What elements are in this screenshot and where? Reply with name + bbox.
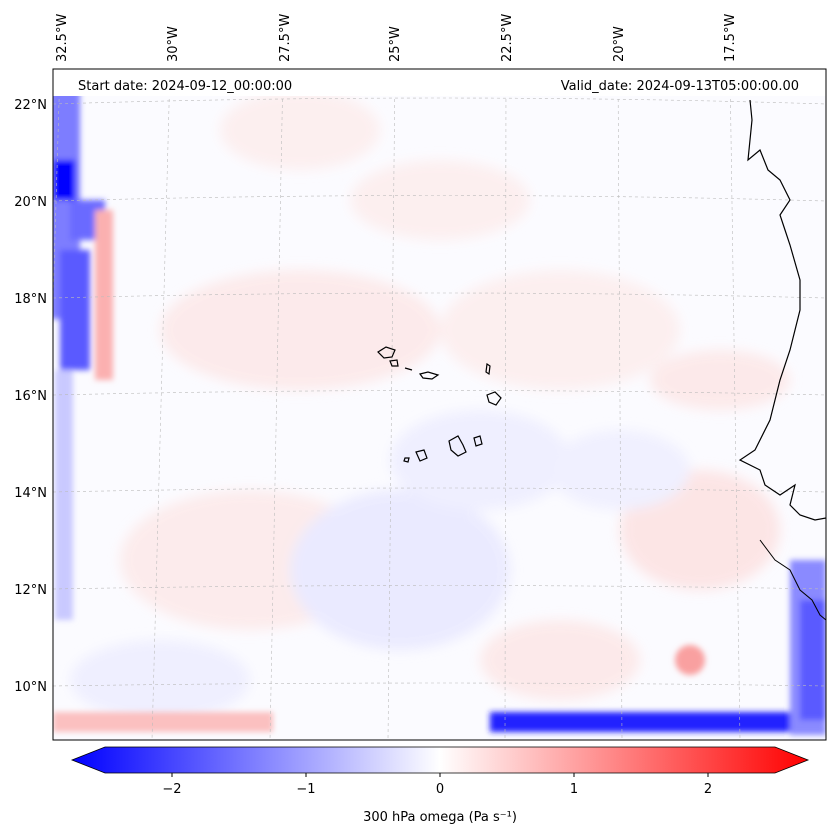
- lon-label: 30°W: [166, 26, 181, 62]
- lon-label: 25°W: [388, 26, 403, 62]
- omega-field: [53, 69, 826, 740]
- colorbar-tick-label: 0: [436, 782, 444, 797]
- lon-label: 20°W: [612, 26, 627, 62]
- lon-label: 32.5°W: [55, 14, 70, 62]
- lat-label: 18°N: [14, 292, 47, 307]
- lon-label: 27.5°W: [278, 14, 293, 62]
- coastline: [738, 99, 826, 521]
- header-band: [53, 69, 826, 96]
- lat-label: 10°N: [14, 680, 47, 695]
- colorbar-tick-label: −1: [296, 782, 315, 797]
- cape-verde-islands: [377, 346, 502, 463]
- colorbar: −2 −1 0 1 2 300 hPa omega (Pa s⁻¹): [70, 746, 810, 825]
- colorbar-tick-label: −2: [162, 782, 181, 797]
- colorbar-tick-label: 1: [570, 782, 578, 797]
- colorbar-label: 300 hPa omega (Pa s⁻¹): [363, 810, 517, 825]
- start-date-label: Start date: 2024-09-12_00:00:00: [78, 79, 292, 94]
- valid-date-label: Valid_date: 2024-09-13T05:00:00.00: [561, 79, 799, 94]
- lat-label: 12°N: [14, 583, 47, 598]
- lon-label: 17.5°W: [723, 14, 738, 62]
- lat-label: 16°N: [14, 389, 47, 404]
- lat-label: 14°N: [14, 486, 47, 501]
- lat-label: 20°N: [14, 195, 47, 210]
- gridlines: [53, 69, 826, 740]
- lon-label: 22.5°W: [500, 14, 515, 62]
- colorbar-tick-label: 2: [704, 782, 712, 797]
- map-frame: [52, 68, 827, 741]
- lat-label: 22°N: [14, 98, 47, 113]
